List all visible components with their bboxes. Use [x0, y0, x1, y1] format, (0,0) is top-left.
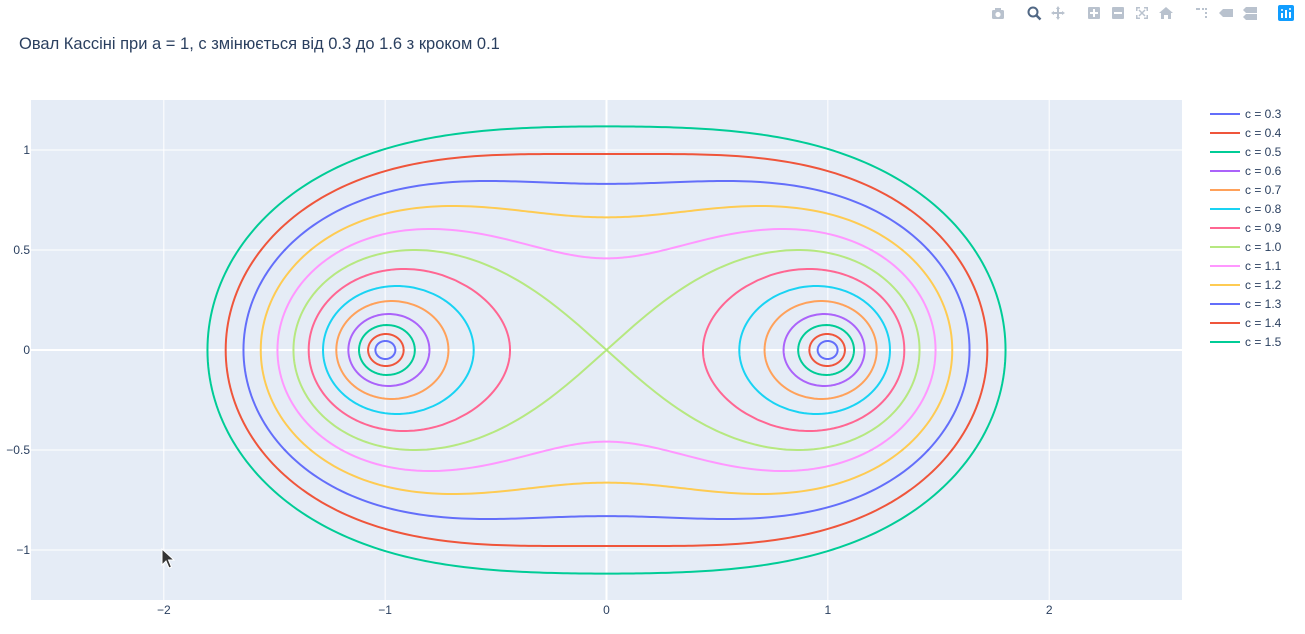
modebar [989, 4, 1295, 22]
legend-item[interactable]: c = 0.3 [1210, 107, 1282, 121]
y-tick-label: 0.5 [13, 243, 30, 257]
legend-item[interactable]: c = 0.6 [1210, 164, 1282, 178]
hover-compare-icon[interactable] [1241, 4, 1259, 22]
legend[interactable]: c = 0.3 c = 0.4 c = 0.5 c = 0.6 c = 0.7 c = 0… [1210, 107, 1282, 349]
home-icon[interactable] [1157, 4, 1175, 22]
legend-label: c = 0.9 [1245, 221, 1282, 235]
legend-label: c = 0.6 [1245, 164, 1282, 178]
camera-icon[interactable] [989, 4, 1007, 22]
y-tick-label: 0 [23, 343, 30, 357]
legend-label: c = 1.3 [1245, 297, 1282, 311]
y-tick-label: −0.5 [6, 443, 30, 457]
legend-item[interactable]: c = 1.4 [1210, 316, 1282, 330]
zoom-icon[interactable] [1025, 4, 1043, 22]
hover-closest-icon[interactable] [1217, 4, 1235, 22]
series-line [605, 248, 921, 452]
zoom-in-icon[interactable] [1085, 4, 1103, 22]
traces [206, 125, 1007, 575]
series-line [763, 299, 878, 401]
legend-label: c = 1.5 [1245, 335, 1282, 349]
series-line [347, 312, 431, 388]
legend-label: c = 0.7 [1245, 183, 1282, 197]
series-line [307, 267, 512, 433]
series-line [367, 333, 405, 367]
series-line [322, 284, 475, 416]
x-tick-label: −2 [157, 603, 171, 617]
series-line [701, 267, 906, 433]
legend-item[interactable]: c = 1.0 [1210, 240, 1282, 254]
legend-item[interactable]: c = 0.7 [1210, 183, 1282, 197]
legend-item[interactable]: c = 0.4 [1210, 126, 1282, 140]
x-tick-label: 1 [825, 603, 832, 617]
legend-label: c = 0.8 [1245, 202, 1282, 216]
legend-item[interactable]: c = 0.9 [1210, 221, 1282, 235]
series-line [335, 299, 450, 401]
legend-item[interactable]: c = 1.5 [1210, 335, 1282, 349]
x-axis-ticks: −2 −1 0 1 2 [157, 603, 1053, 617]
series-line [374, 340, 397, 360]
series-line [242, 179, 971, 521]
legend-label: c = 1.0 [1245, 240, 1282, 254]
y-axis-ticks: −1 −0.5 0 0.5 1 [6, 143, 30, 557]
chart-title: Овал Кассіні при a = 1, c змінюється від… [19, 35, 500, 53]
legend-item[interactable]: c = 1.3 [1210, 297, 1282, 311]
pan-icon[interactable] [1049, 4, 1067, 22]
y-tick-label: 1 [23, 143, 30, 157]
legend-label: c = 0.3 [1245, 107, 1282, 121]
series-line [358, 323, 416, 377]
legend-item[interactable]: c = 0.8 [1210, 202, 1282, 216]
mouse-cursor-icon [161, 547, 176, 575]
legend-item[interactable]: c = 0.5 [1210, 145, 1282, 159]
series-line [782, 312, 866, 388]
legend-item[interactable]: c = 1.2 [1210, 278, 1282, 292]
series-line [797, 323, 855, 377]
legend-label: c = 1.2 [1245, 278, 1282, 292]
plotly-logo-icon[interactable] [1277, 4, 1295, 22]
series-line [816, 340, 839, 360]
series-line [206, 125, 1007, 575]
legend-label: c = 1.1 [1245, 259, 1282, 273]
zoom-out-icon[interactable] [1109, 4, 1127, 22]
series-line [738, 284, 891, 416]
legend-item[interactable]: c = 1.1 [1210, 259, 1282, 273]
series-line [276, 228, 937, 472]
legend-label: c = 1.4 [1245, 316, 1282, 330]
spike-lines-icon[interactable] [1193, 4, 1211, 22]
series-line [259, 204, 954, 496]
legend-label: c = 0.5 [1245, 145, 1282, 159]
autoscale-icon[interactable] [1133, 4, 1151, 22]
series-line [292, 248, 608, 452]
legend-label: c = 0.4 [1245, 126, 1282, 140]
grid-lines [31, 100, 1182, 600]
series-line [224, 153, 989, 547]
x-tick-label: −1 [378, 603, 392, 617]
series-line [808, 333, 846, 367]
x-tick-label: 2 [1046, 603, 1053, 617]
y-tick-label: −1 [16, 543, 30, 557]
x-tick-label: 0 [603, 603, 610, 617]
